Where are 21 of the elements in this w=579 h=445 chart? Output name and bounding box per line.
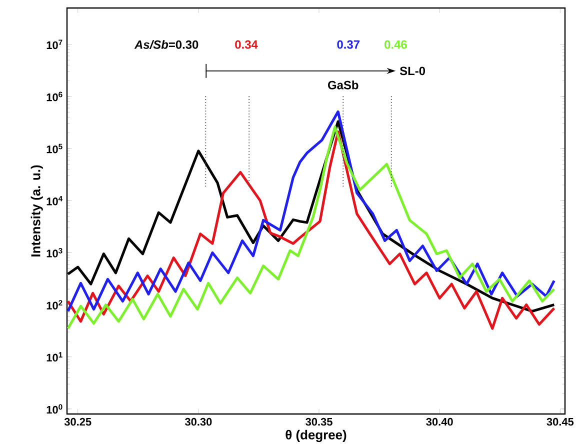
annotation: SL-0 xyxy=(400,66,426,75)
y-tick-label: 10$^{0}$ xyxy=(46,404,62,414)
y-tick-label: 10$^{3}$ xyxy=(46,248,62,258)
y-tick-label: 10$^{4}$ xyxy=(46,196,63,206)
x-tick-label: 30.30 xyxy=(184,418,212,426)
x-tick-label: 30.35 xyxy=(306,418,332,426)
x-axis-title: θ (degree) xyxy=(286,430,346,442)
y-tick-label: 10$^{6}$ xyxy=(46,92,62,101)
y-tick-label: 10$^{2}$ xyxy=(46,300,62,310)
text: 0.46 xyxy=(384,40,407,49)
y-tick-label: 10$^{7}$ xyxy=(46,40,62,49)
annotation: GaSb xyxy=(328,80,358,90)
y-axis-title: Intensity (a. u.) xyxy=(30,165,43,256)
x-tick-label: 30.40 xyxy=(426,418,453,426)
x-tick-label: 30.25 xyxy=(64,418,92,426)
text: 0.34 xyxy=(235,40,258,49)
y-tick-label: 10$^{1}$ xyxy=(46,352,62,362)
x-tick-label: 30.45 xyxy=(546,418,574,426)
y-tick-label: 10$^{5}$ xyxy=(46,144,62,154)
text: 0.37 xyxy=(337,40,360,49)
text: As/Sb=0.30 xyxy=(134,40,198,49)
